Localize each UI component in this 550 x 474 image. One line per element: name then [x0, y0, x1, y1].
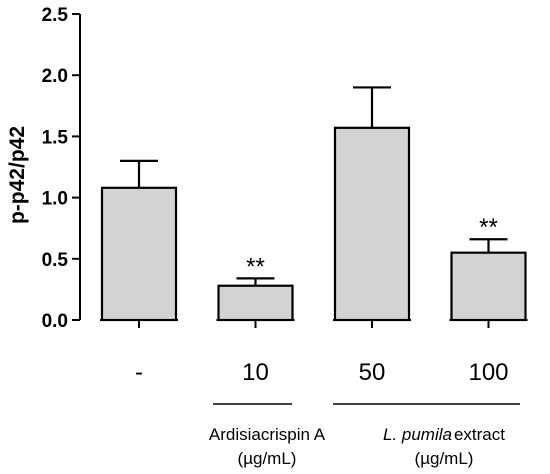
- bar: [100, 186, 178, 322]
- group-label-lpumila-italic: L. pumila: [383, 425, 452, 444]
- group-label-lpumila-rest: extract: [454, 425, 505, 444]
- y-tick-label: 2.5: [42, 5, 69, 26]
- bar: [217, 284, 294, 322]
- category-label: 10: [242, 359, 269, 386]
- category-label: 100: [468, 359, 508, 386]
- y-tick-label: 0.5: [42, 250, 69, 271]
- y-axis-label: p-p42/p42: [6, 126, 29, 224]
- group-label-lpumila-line1: L. pumila extract: [383, 425, 505, 444]
- category-label: -: [135, 359, 143, 386]
- y-tick-label: 0.0: [42, 311, 68, 332]
- group-label-ardisiacrispin-line2: (µg/mL): [238, 449, 297, 468]
- bar: [450, 251, 527, 322]
- category-label: 50: [359, 359, 386, 386]
- bars: ** **: [100, 86, 527, 322]
- group-label-ardisiacrispin-line1: Ardisiacrispin A: [209, 425, 326, 444]
- bar: [333, 126, 411, 322]
- y-tick-label: 1.5: [42, 127, 69, 148]
- category-labels: - 10 50 100: [135, 359, 509, 386]
- significance-marker: **: [479, 214, 498, 241]
- group-label-lpumila-line2: (µg/mL): [415, 449, 474, 468]
- y-tick-label: 1.0: [42, 189, 68, 210]
- significance-marker: **: [246, 253, 265, 280]
- y-tick-label: 2.0: [42, 66, 68, 87]
